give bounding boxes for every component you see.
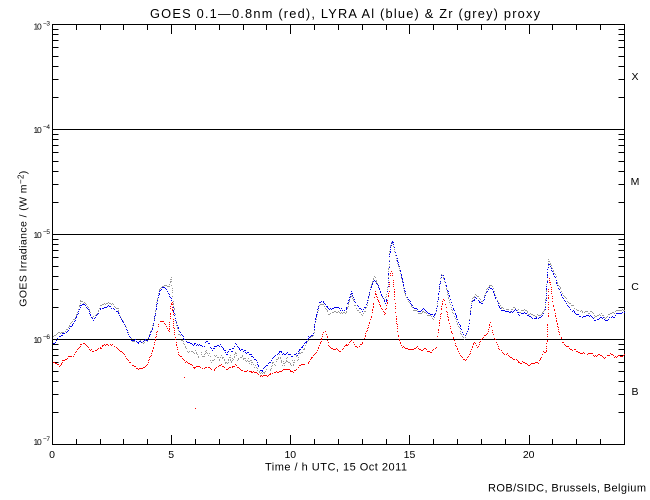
svg-text:10: 10 bbox=[34, 22, 42, 32]
svg-text:0: 0 bbox=[49, 449, 55, 461]
svg-text:10: 10 bbox=[34, 125, 42, 135]
svg-text:GOES Irradiance / (W m−2): GOES Irradiance / (W m−2) bbox=[17, 170, 30, 306]
svg-text:10: 10 bbox=[284, 449, 296, 461]
svg-text:10: 10 bbox=[34, 335, 42, 345]
svg-text:M: M bbox=[631, 176, 640, 188]
svg-text:B: B bbox=[631, 386, 638, 398]
svg-text:10: 10 bbox=[34, 230, 42, 240]
svg-text:−5: −5 bbox=[43, 229, 50, 236]
svg-text:Time / h UTC, 15 Oct 2011: Time / h UTC, 15 Oct 2011 bbox=[265, 462, 407, 474]
svg-text:ROB/SIDC, Brussels, Belgium: ROB/SIDC, Brussels, Belgium bbox=[488, 483, 646, 495]
svg-text:−6: −6 bbox=[43, 334, 50, 341]
svg-text:10: 10 bbox=[34, 437, 42, 447]
svg-text:5: 5 bbox=[168, 449, 174, 461]
svg-text:−4: −4 bbox=[43, 124, 50, 131]
svg-text:GOES 0.1—0.8nm (red), LYRA Al: GOES 0.1—0.8nm (red), LYRA Al (blue) & Z… bbox=[150, 6, 541, 21]
svg-text:−7: −7 bbox=[43, 436, 50, 443]
svg-text:20: 20 bbox=[523, 449, 535, 461]
svg-text:15: 15 bbox=[404, 449, 416, 461]
svg-text:X: X bbox=[631, 71, 638, 83]
svg-text:C: C bbox=[631, 281, 639, 293]
svg-text:−3: −3 bbox=[43, 21, 50, 28]
